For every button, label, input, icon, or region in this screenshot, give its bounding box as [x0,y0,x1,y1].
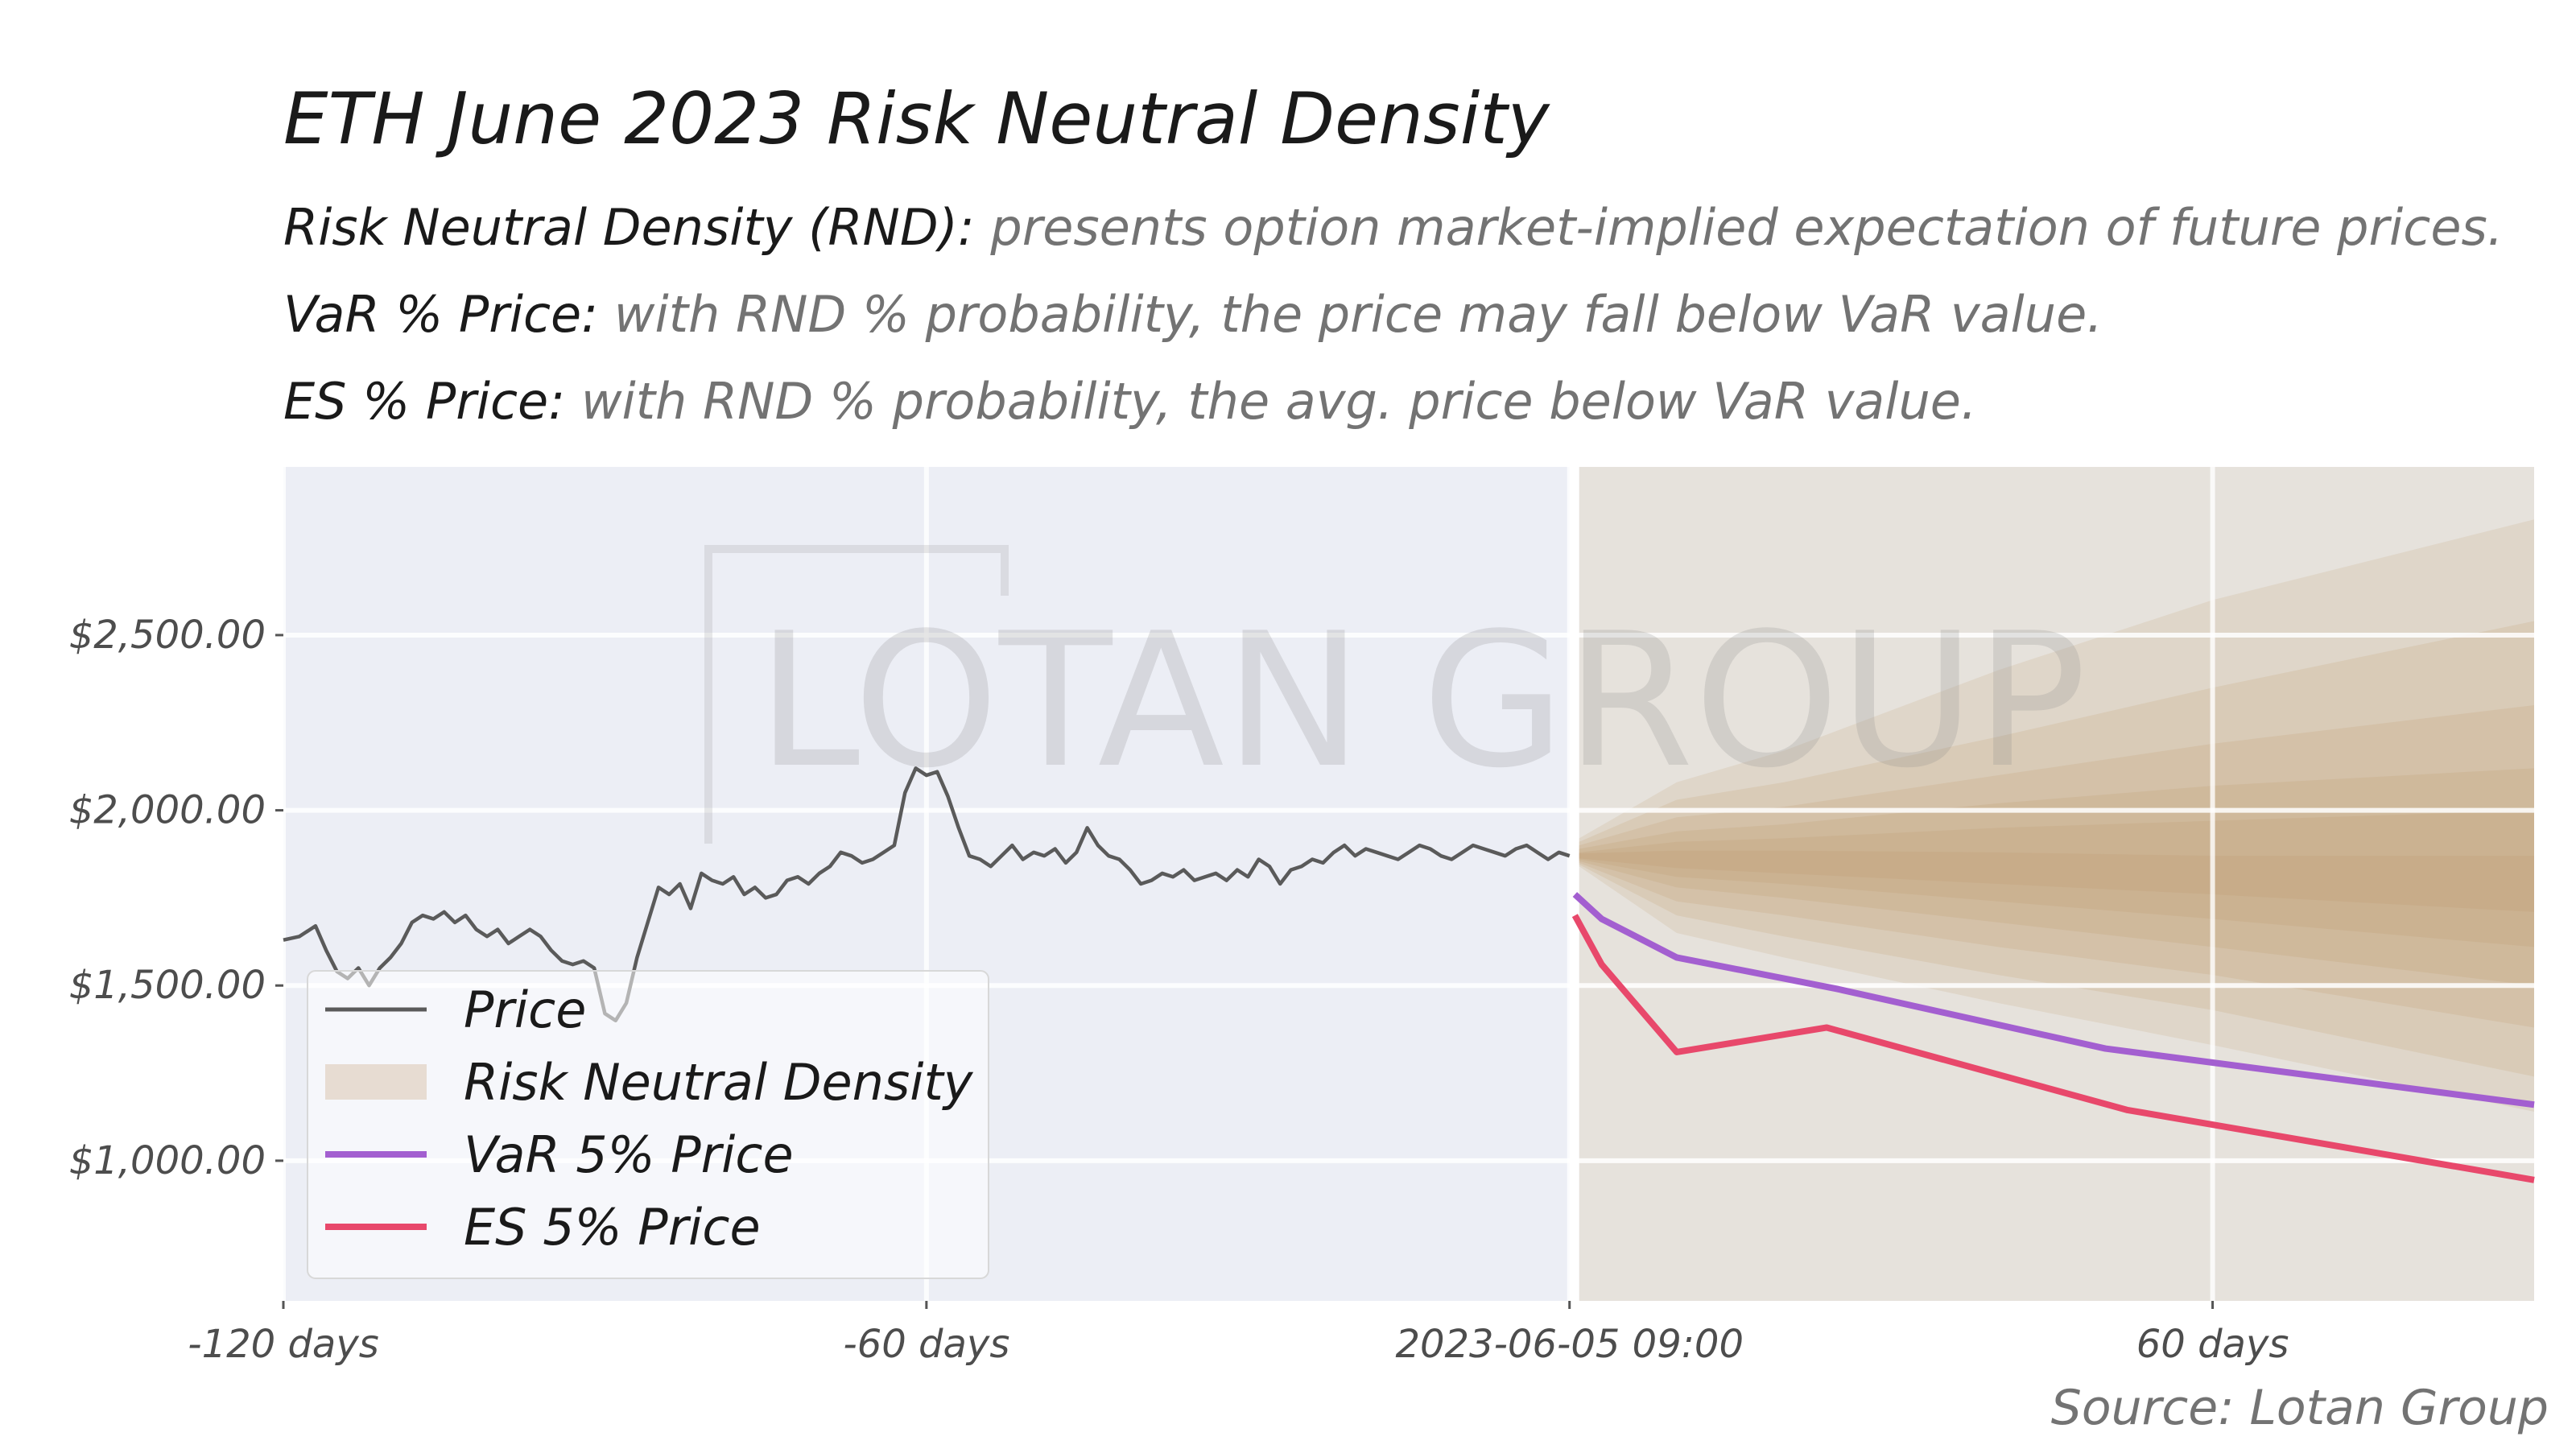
legend-label: Risk Neutral Density [464,1053,974,1112]
x-tick-label: -120 days [188,1322,379,1367]
rnd-band [1579,850,2534,912]
source-note: Source: Lotan Group [2050,1380,2549,1436]
description-text: with RND % probability, the avg. price b… [580,372,1977,431]
rnd-band [1579,810,2534,947]
y-tick-label: $1,000.00 [69,1138,266,1183]
legend: Price Risk Neutral Density VaR 5% Price ES … [307,970,989,1279]
description-var: VaR % Price: with RND % probability, the… [283,285,2103,344]
description-rnd: Risk Neutral Density (RND): presents opt… [283,198,2503,257]
legend-label: VaR 5% Price [464,1125,794,1184]
legend-box [307,970,989,1279]
description-text: presents option market-implied expectati… [990,198,2504,257]
description-text: with RND % probability, the price may fa… [613,285,2103,344]
chart-title: ETH June 2023 Risk Neutral Density [283,77,1550,160]
y-tick-label: $1,500.00 [69,963,266,1008]
y-tick-label: $2,000.00 [69,788,266,833]
description-key: VaR % Price: [283,285,599,344]
legend-label: Price [464,980,586,1039]
x-tick-label: 60 days [2136,1322,2289,1367]
var-line [1572,892,2535,1108]
description-key: Risk Neutral Density (RND): [283,198,975,257]
rnd-band [1579,519,2534,1112]
legend-swatch [325,1064,427,1100]
watermark-text: LOTAN GROUP [757,594,2087,809]
legend-label: ES 5% Price [464,1198,761,1257]
description-key: ES % Price: [283,372,566,431]
x-tick-label: 2023-06-05 09:00 [1395,1322,1744,1367]
es-line [1571,914,2535,1183]
watermark-frame [704,545,1009,844]
x-tick-label: -60 days [843,1322,1009,1367]
rnd-band [1579,768,2534,986]
rnd-band [1579,621,2534,1077]
price-line [283,766,1571,1023]
rnd-band [1579,705,2534,1028]
description-es: ES % Price: with RND % probability, the … [283,372,1977,431]
y-tick-label: $2,500.00 [69,613,266,658]
